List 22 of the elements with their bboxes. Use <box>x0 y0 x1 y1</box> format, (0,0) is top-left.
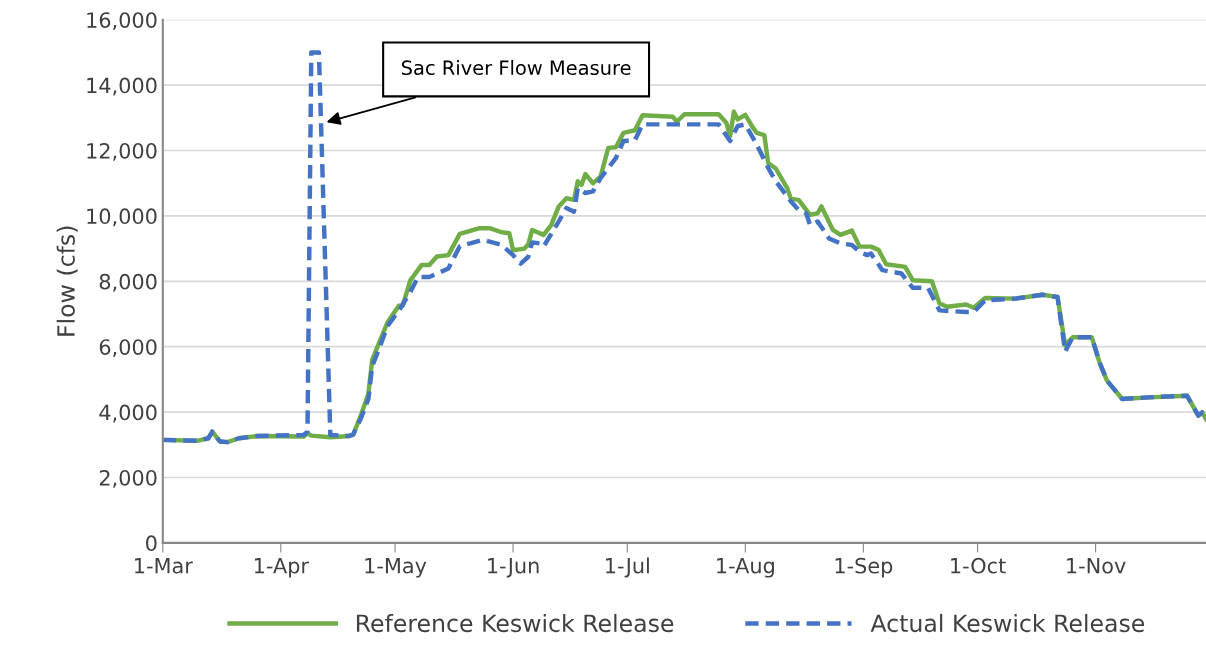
x-tick-label: 1-Mar <box>135 558 193 574</box>
legend-label: Actual Keswick Release <box>870 613 1145 633</box>
y-tick-label: 8,000 <box>99 273 157 292</box>
y-tick-label: 4,000 <box>99 404 157 423</box>
x-tick-label: 1-Nov <box>1067 558 1126 574</box>
annotation: Sac River Flow Measure <box>401 60 631 76</box>
x-tick-label: 1-Aug <box>717 558 774 578</box>
y-tick-label: 16,000 <box>87 12 157 31</box>
y-tick-label: 6,000 <box>99 339 157 358</box>
x-tick-label: 1-Apr <box>254 558 310 578</box>
y-tick-label: 14,000 <box>87 77 157 96</box>
y-tick-label: 12,000 <box>87 142 157 161</box>
x-tick-label: 1-Sep <box>835 557 893 578</box>
x-tick-label: 1-Jun <box>488 558 539 578</box>
y-axis-title: Flow (cfs) <box>56 226 78 336</box>
y-tick-label: 2,000 <box>99 469 157 488</box>
x-tick-label: 1-May <box>365 558 427 578</box>
y-tick-label: 10,000 <box>87 208 157 227</box>
y-tick-label: 0 <box>146 535 157 552</box>
legend-label: Reference Keswick Release <box>356 613 674 633</box>
x-tick-label: 1-Jul <box>606 557 649 578</box>
x-tick-label: 1-Oct <box>951 557 1006 574</box>
